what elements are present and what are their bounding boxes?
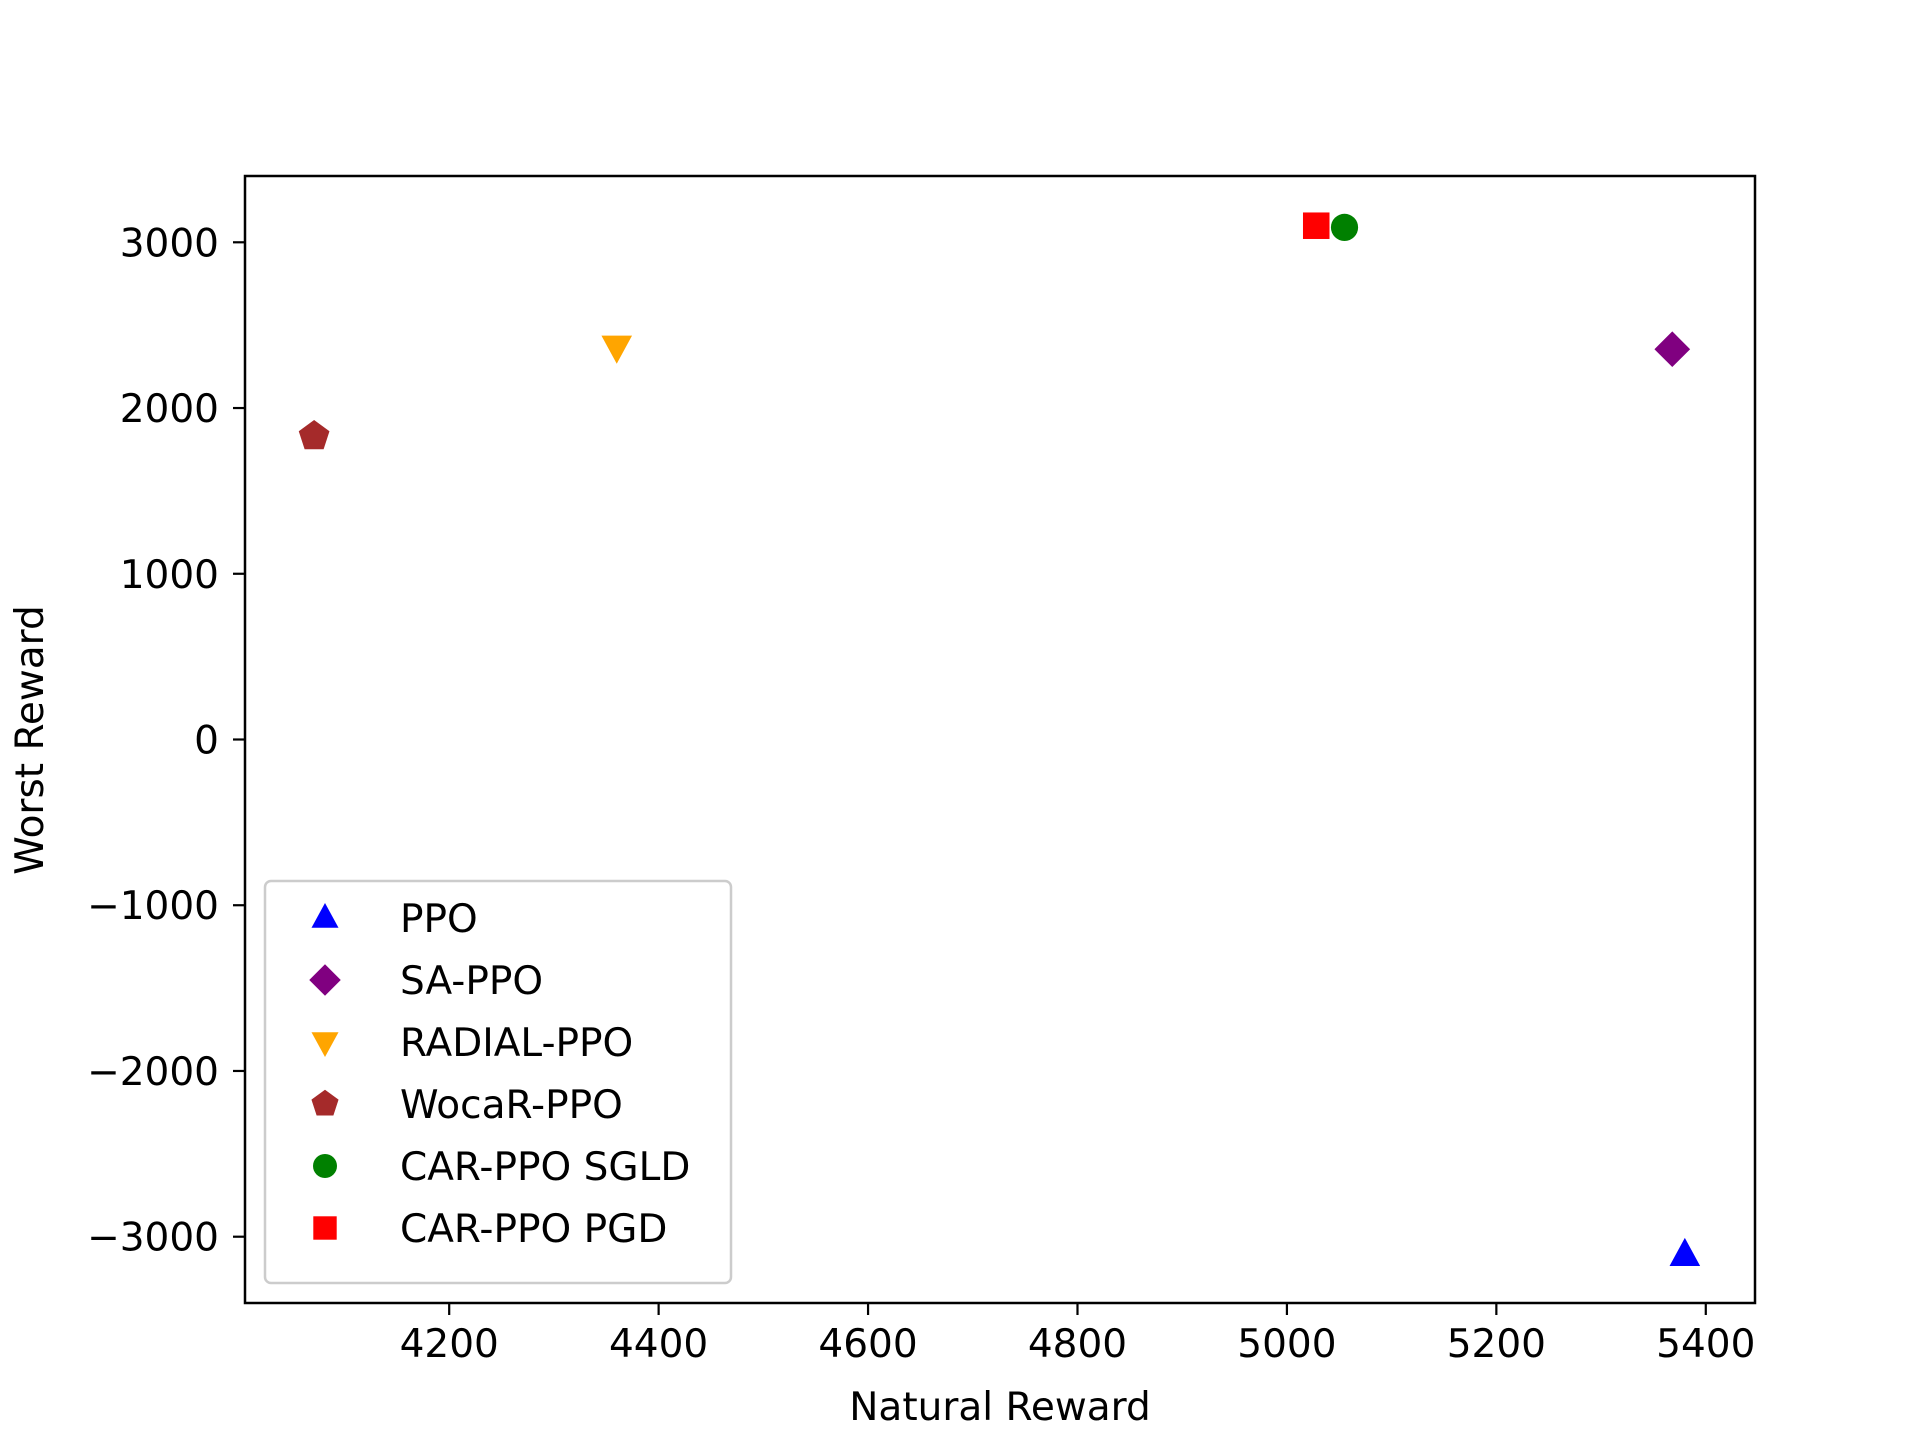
x-tick-label: 4200	[400, 1322, 499, 1367]
y-tick-label: 1000	[120, 553, 219, 598]
legend-marker-wocar-ppo	[311, 1089, 339, 1116]
legend-label-radial-ppo: RADIAL-PPO	[400, 1021, 633, 1066]
legend-marker-sa-ppo	[309, 964, 341, 996]
legend: PPO SA-PPO RADIAL-PPO WocaR-PPO CAR-PPO SGLD…	[263, 879, 733, 1285]
data-point-sa-ppo	[1654, 331, 1691, 368]
data-point-radial-ppo	[601, 335, 633, 364]
data-point-car-ppo-sgld	[1330, 213, 1359, 241]
plot-frame	[243, 174, 1757, 1305]
y-tick-label: −3000	[87, 1216, 219, 1261]
data-point-wocar-ppo	[298, 420, 330, 450]
x-tick-label: 5200	[1447, 1322, 1546, 1367]
x-tick-label: 4800	[1028, 1322, 1127, 1367]
legend-label-car-ppo-sgld: CAR-PPO SGLD	[400, 1145, 690, 1190]
axis-ticks: 4200 4400 4600 4800 5000 5200 5400 −3000 −2000 −1…	[87, 221, 1755, 1367]
y-tick-label: 2000	[120, 387, 219, 432]
legend-box	[263, 879, 733, 1285]
legend-marker-ppo	[311, 903, 339, 928]
y-tick-label: 0	[194, 719, 219, 764]
y-tick-label: 3000	[120, 221, 219, 266]
legend-label-ppo: PPO	[400, 897, 478, 942]
data-point-ppo	[1669, 1237, 1701, 1266]
legend-marker-car-ppo-sgld	[313, 1154, 337, 1178]
data-points	[298, 212, 1701, 1266]
y-tick-label: −1000	[87, 884, 219, 929]
legend-label-sa-ppo: SA-PPO	[400, 959, 543, 1004]
legend-label-car-ppo-pgd: CAR-PPO PGD	[400, 1207, 667, 1252]
y-axis-label: Worst Reward	[8, 605, 53, 874]
data-point-car-ppo-pgd	[1302, 212, 1330, 239]
legend-label-wocar-ppo: WocaR-PPO	[400, 1083, 623, 1128]
x-tick-label: 5000	[1237, 1322, 1336, 1367]
x-tick-label: 5400	[1656, 1322, 1755, 1367]
x-tick-label: 4600	[818, 1322, 917, 1367]
legend-marker-radial-ppo	[311, 1032, 339, 1057]
x-tick-label: 4400	[609, 1322, 708, 1367]
x-axis-label: Natural Reward	[849, 1385, 1151, 1430]
legend-marker-car-ppo-pgd	[313, 1216, 337, 1240]
y-tick-label: −2000	[87, 1050, 219, 1095]
